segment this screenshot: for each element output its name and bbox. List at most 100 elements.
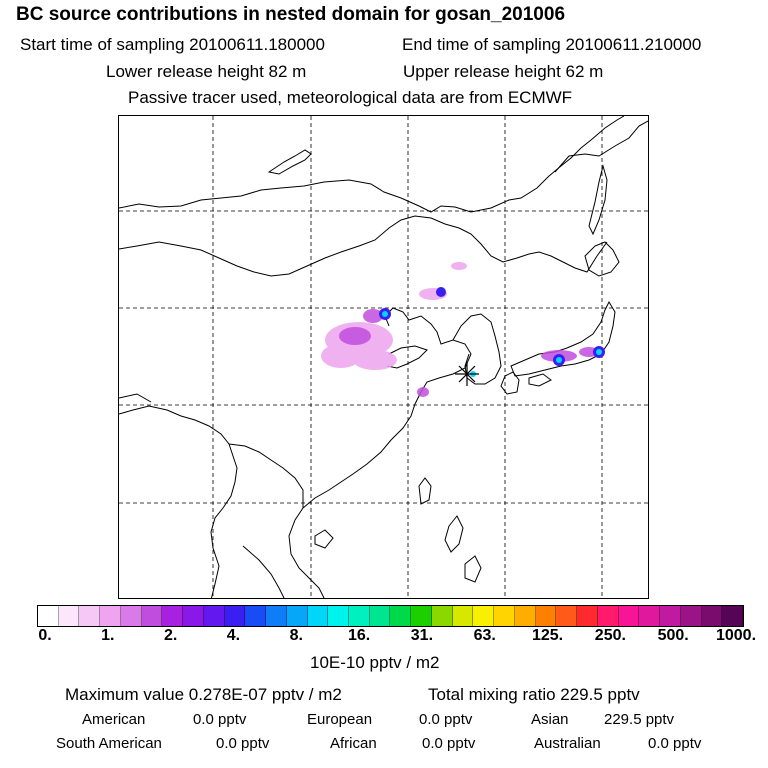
sakhalin-island: [588, 164, 608, 236]
color-scale-swatch: [680, 606, 702, 626]
japan-shikoku: [528, 373, 552, 387]
african-value: 0.0 pptv: [422, 735, 476, 752]
graticule: [119, 116, 648, 598]
south-american-value: 0.0 pptv: [216, 735, 270, 752]
color-scale-tick-label: 125.: [531, 627, 564, 644]
border-southwest: [119, 405, 238, 598]
color-scale-bar: [37, 605, 744, 627]
asian-value: 229.5 pptv: [604, 711, 675, 728]
south-american-label: South American: [56, 735, 162, 752]
border-north: [119, 116, 625, 213]
color-scale-tick-label: 31.: [410, 627, 434, 644]
color-scale-swatch: [494, 606, 515, 626]
border-south: [228, 443, 304, 508]
color-scale-swatch: [286, 606, 308, 626]
color-scale-swatch: [307, 606, 329, 626]
color-scale-swatch: [701, 606, 723, 626]
plume-peaks: [382, 311, 602, 377]
color-scale-tick-label: 0.: [38, 627, 52, 644]
japan-hokkaido: [584, 241, 620, 277]
american-label: American: [82, 711, 146, 728]
color-scale-swatch: [245, 606, 267, 626]
tracer-plume: [321, 262, 605, 397]
start-time-text: Start time of sampling 20100611.180000: [20, 35, 325, 54]
total-mixing-text: Total mixing ratio 229.5 pptv: [428, 685, 640, 704]
color-scale-swatch: [328, 606, 350, 626]
coastlines: [119, 116, 648, 598]
color-scale-swatch: [660, 606, 681, 626]
color-scale-swatch: [618, 606, 640, 626]
border-northeast: [458, 227, 608, 273]
color-scale-swatch: [224, 606, 246, 626]
hainan-island: [314, 529, 334, 549]
color-scale-tick-label: 500.: [657, 627, 689, 644]
african-label: African: [330, 735, 377, 752]
border-west: [119, 393, 152, 403]
australian-label: Australian: [534, 735, 601, 752]
border-mongolia: [119, 215, 460, 277]
color-scale-swatch: [411, 606, 432, 626]
color-scale-swatch: [349, 606, 370, 626]
plume-north-china: [321, 262, 467, 370]
lake-baikal: [267, 149, 312, 175]
lower-height-text: Lower release height 82 m: [106, 62, 307, 81]
color-scale-labels: 0. 1. 2. 4. 8. 16. 31. 63. 125. 250. 500. 1000.: [0, 627, 768, 649]
color-scale-tick-label: 1.: [101, 627, 115, 644]
color-scale-swatch: [473, 606, 495, 626]
map-panel: [118, 115, 649, 599]
luzon-island: [444, 515, 464, 553]
japan-honshu: [510, 300, 616, 377]
color-scale-swatch: [452, 606, 474, 626]
color-scale-tick-label: 2.: [163, 627, 178, 644]
shandong-peninsula: [386, 345, 428, 369]
color-scale-swatch: [597, 606, 619, 626]
color-scale-swatch: [722, 606, 743, 626]
upper-height-text: Upper release height 62 m: [403, 62, 604, 81]
color-scale-tick-label: 4.: [226, 627, 241, 644]
european-value: 0.0 pptv: [419, 711, 473, 728]
korean-peninsula: [452, 313, 502, 385]
mindanao-island: [464, 555, 482, 583]
color-scale-swatch: [390, 606, 412, 626]
color-scale-swatch: [266, 606, 287, 626]
thai-coast: [242, 545, 285, 598]
color-scale-tick-label: 1000.: [715, 627, 757, 644]
color-scale-swatch: [120, 606, 142, 626]
southeast-asia-coast: [288, 507, 325, 598]
color-scale-tick-label: 250.: [594, 627, 626, 644]
american-value: 0.0 pptv: [193, 711, 247, 728]
color-scale-tick-label: 63.: [473, 627, 496, 644]
units-label: 10E-10 pptv / m2: [310, 653, 440, 672]
color-scale-swatch: [100, 606, 121, 626]
plot-title: BC source contributions in nested domain…: [16, 4, 566, 25]
color-scale-swatch: [639, 606, 661, 626]
european-label: European: [307, 711, 373, 728]
china-coast: [302, 307, 472, 509]
tracer-note-text: Passive tracer used, meteorological data…: [128, 88, 573, 107]
maximum-value-text: Maximum value 0.278E-07 pptv / m2: [65, 685, 342, 704]
color-scale-tick-label: 16.: [347, 627, 371, 644]
okhotsk-coast: [554, 120, 648, 173]
color-scale-swatch: [79, 606, 101, 626]
color-scale-swatch: [431, 606, 453, 626]
color-scale-swatch: [556, 606, 578, 626]
color-scale-swatch: [58, 606, 80, 626]
color-scale-swatch: [183, 606, 204, 626]
australian-value: 0.0 pptv: [648, 735, 702, 752]
japan-kyushu: [500, 371, 520, 395]
color-scale-tick-label: 8.: [289, 627, 303, 644]
plume-hotspots: [379, 287, 605, 366]
color-scale-swatch: [38, 606, 59, 626]
asterisk-receptor-icon: [455, 362, 479, 386]
color-scale-swatch: [535, 606, 557, 626]
color-scale-swatch: [514, 606, 536, 626]
asian-label: Asian: [531, 711, 569, 728]
end-time-text: End time of sampling 20100611.210000: [402, 35, 702, 54]
taiwan-island: [418, 477, 432, 505]
color-scale-swatch: [141, 606, 163, 626]
color-scale-swatch: [577, 606, 598, 626]
color-scale-swatch: [162, 606, 184, 626]
color-scale-swatch: [203, 606, 225, 626]
color-scale-swatch: [369, 606, 391, 626]
map-canvas: [119, 116, 648, 598]
